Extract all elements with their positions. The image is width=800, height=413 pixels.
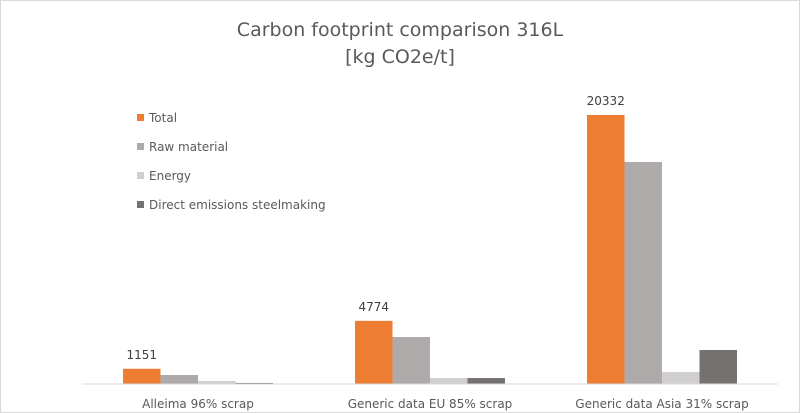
x-tick-label: Generic data Asia 31% scrap xyxy=(575,397,748,411)
data-label: 4774 xyxy=(358,300,389,314)
data-label: 1151 xyxy=(126,348,157,362)
bar-direct-emissions-steelmaking xyxy=(467,378,505,384)
bar-energy xyxy=(662,372,700,384)
legend-swatch xyxy=(137,201,144,208)
legend-swatch xyxy=(137,172,144,179)
x-tick-label: Alleima 96% scrap xyxy=(142,397,254,411)
data-label: 20332 xyxy=(587,94,625,108)
legend-swatch xyxy=(137,143,144,150)
bars: 1151 4774 20332 xyxy=(123,94,737,384)
chart-title: Carbon footprint comparison 316L xyxy=(237,19,564,41)
bar-total xyxy=(123,368,161,384)
x-axis-labels: Alleima 96% scrap Generic data EU 85% scr… xyxy=(142,397,749,411)
bar-direct-emissions-steelmaking xyxy=(699,349,737,384)
legend-swatch xyxy=(137,114,144,121)
bar-total xyxy=(587,115,625,384)
bar-total xyxy=(355,320,393,384)
bar-direct-emissions-steelmaking xyxy=(235,382,273,384)
x-tick-label: Generic data EU 85% scrap xyxy=(348,397,513,411)
bar-raw-material xyxy=(624,161,662,384)
bar-energy xyxy=(198,380,236,384)
legend-label: Direct emissions steelmaking xyxy=(149,198,326,212)
legend: Total Raw material Energy Direct emissions … xyxy=(137,111,326,212)
legend-label: Total xyxy=(148,111,177,125)
legend-label: Energy xyxy=(149,169,191,183)
bar-energy xyxy=(430,378,468,384)
legend-label: Raw material xyxy=(149,140,228,154)
bar-raw-material xyxy=(160,375,198,384)
bar-raw-material xyxy=(392,337,430,384)
chart-subtitle: [kg CO2e/t] xyxy=(345,46,455,68)
